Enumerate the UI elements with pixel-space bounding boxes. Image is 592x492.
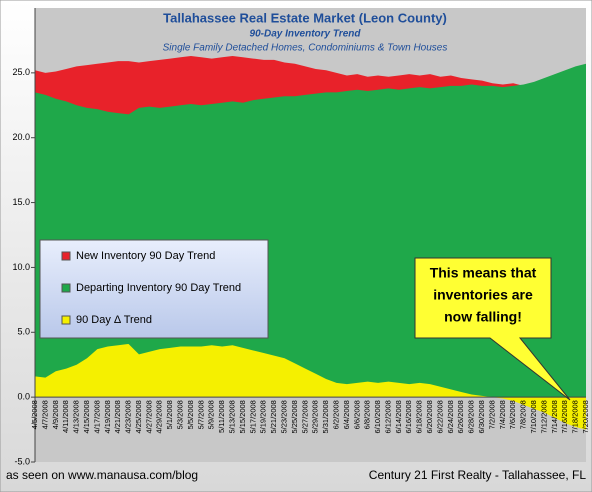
x-tick-label: 7/6/2008 [508,400,517,429]
x-tick-label: 5/21/2008 [269,400,278,433]
x-tick-label: 7/2/2008 [487,400,496,429]
x-tick-label: 4/27/2008 [144,400,153,433]
chart-subtitle: 90-Day Inventory Trend [250,29,362,40]
y-tick-label: 5.0 [17,327,30,337]
x-tick-label: 6/6/2008 [352,400,361,429]
x-tick-label: 4/15/2008 [82,400,91,433]
legend-label: 90 Day Δ Trend [76,314,152,326]
x-tick-label: 4/13/2008 [72,400,81,433]
x-tick-label: 6/22/2008 [435,400,444,433]
x-tick-label: 6/12/2008 [383,400,392,433]
x-tick-label: 7/4/2008 [498,400,507,429]
x-tick-label: 5/9/2008 [207,400,216,429]
x-tick-label: 5/19/2008 [259,400,268,433]
legend [39,239,269,339]
x-tick-label: 4/7/2008 [40,400,49,429]
y-tick-label: 10.0 [12,262,30,272]
x-tick-label: 7/8/2008 [519,400,528,429]
x-tick-label: 6/20/2008 [425,400,434,433]
x-tick-label: 4/25/2008 [134,400,143,433]
x-tick-label: 7/14/2008 [550,400,559,433]
area [35,343,586,430]
x-tick-label: 5/17/2008 [248,400,257,433]
x-tick-label: 5/31/2008 [321,400,330,433]
chart-title: Tallahassee Real Estate Market (Leon Cou… [163,10,447,25]
x-tick-label: 6/4/2008 [342,400,351,429]
x-tick-label: 5/5/2008 [186,400,195,429]
x-tick-label: 4/5/2008 [30,400,39,429]
x-tick-label: 5/13/2008 [228,400,237,433]
x-tick-label: 4/19/2008 [103,400,112,433]
x-tick-label: 4/17/2008 [92,400,101,433]
x-tick-label: 5/15/2008 [238,400,247,433]
x-tick-label: 7/10/2008 [529,400,538,433]
x-tick-label: 4/9/2008 [51,400,60,429]
y-tick-label: 20.0 [12,132,30,142]
x-tick-label: 6/26/2008 [456,400,465,433]
legend-swatch [61,251,71,261]
x-tick-label: 5/7/2008 [196,400,205,429]
x-tick-label: 6/28/2008 [467,400,476,433]
x-tick-label: 7/18/2008 [571,400,580,433]
y-tick-label: -5.0 [14,456,30,466]
y-tick-label: 25.0 [12,67,30,77]
callout-text: inventories are [433,287,533,303]
x-tick-label: 5/25/2008 [290,400,299,433]
x-tick-label: 4/29/2008 [155,400,164,433]
legend-label: New Inventory 90 Day Trend [76,250,215,262]
x-tick-label: 6/30/2008 [477,400,486,433]
callout-text: This means that [430,265,537,281]
callout [414,257,571,401]
x-tick-label: 5/11/2008 [217,400,226,433]
x-tick-label: 7/12/2008 [539,400,548,433]
callout-text: now falling! [444,309,522,325]
x-tick-label: 4/11/2008 [61,400,70,433]
x-tick-label: 6/16/2008 [404,400,413,433]
legend-swatch [61,315,71,325]
x-tick-label: 6/10/2008 [373,400,382,433]
legend-label: Departing Inventory 90 Day Trend [76,282,241,294]
y-tick-label: 15.0 [12,197,30,207]
x-tick-label: 7/20/2008 [581,400,590,433]
x-tick-label: 6/14/2008 [394,400,403,433]
x-tick-label: 5/23/2008 [279,400,288,433]
x-tick-label: 5/3/2008 [176,400,185,429]
x-tick-label: 5/27/2008 [300,400,309,433]
x-tick-label: 4/21/2008 [113,400,122,433]
x-tick-label: 5/29/2008 [311,400,320,433]
x-tick-label: 5/1/2008 [165,400,174,429]
x-tick-label: 6/18/2008 [415,400,424,433]
footer-right: Century 21 First Realty - Tallahassee, F… [369,468,587,482]
x-tick-label: 6/24/2008 [446,400,455,433]
footer-left: as seen on www.manausa.com/blog [6,468,198,482]
chart-subtitle: Single Family Detached Homes, Condominiu… [163,43,448,54]
x-tick-label: 6/2/2008 [331,400,340,429]
legend-swatch [61,283,71,293]
x-tick-label: 6/8/2008 [363,400,372,429]
x-tick-label: 7/16/2008 [560,400,569,433]
y-tick-label: 0.0 [17,392,30,402]
x-tick-label: 4/23/2008 [124,400,133,433]
